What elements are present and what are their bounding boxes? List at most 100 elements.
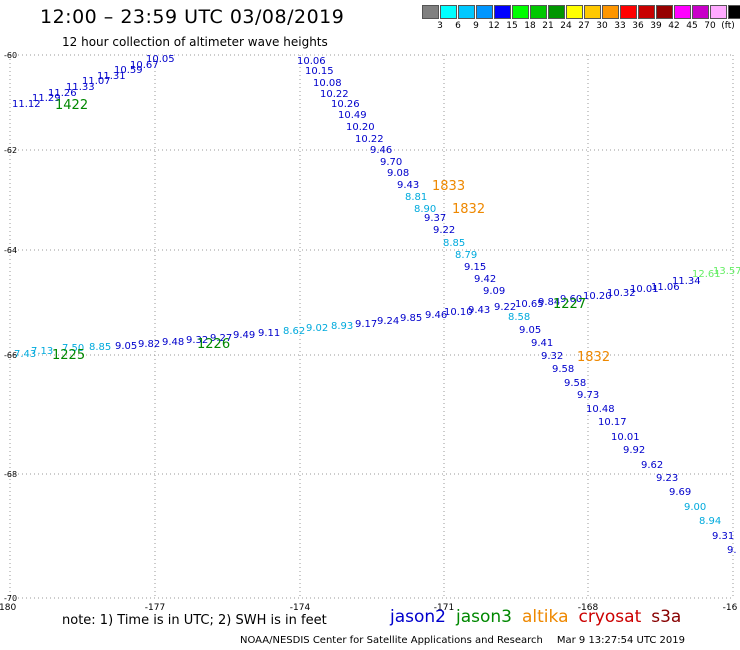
swh-value: 9.00	[684, 502, 706, 513]
color-scale-label: 3	[437, 21, 443, 31]
color-scale-label: (ft)	[721, 21, 735, 31]
pass-time-label: 1422	[55, 98, 88, 113]
color-scale-swatch	[584, 5, 601, 19]
lat-tick-label: -66	[4, 351, 17, 360]
swh-value: 11.33	[66, 82, 95, 93]
lat-tick-label: -68	[4, 470, 17, 479]
swh-value: 11.31	[97, 71, 126, 82]
color-scale-label: 18	[524, 21, 536, 31]
swh-value: 7.13	[31, 346, 53, 357]
lat-tick-label: -62	[4, 146, 17, 155]
color-scale-label: 36	[632, 21, 644, 31]
swh-value: 8.90	[414, 204, 436, 215]
color-scale-label: 39	[650, 21, 662, 31]
color-scale-label: 45	[686, 21, 698, 31]
swh-value: 9.62	[641, 460, 663, 471]
swh-value: 10.06	[297, 56, 326, 67]
swh-value: 9.92	[623, 445, 645, 456]
swh-value: 9.11	[258, 328, 280, 339]
swh-value: 8.85	[443, 238, 465, 249]
satellite-jason3: jason3	[456, 607, 512, 627]
swh-value: 10.20	[583, 291, 612, 302]
pass-time-label: 1225	[52, 348, 85, 363]
color-scale-label: 21	[542, 21, 554, 31]
color-scale-swatch	[494, 5, 511, 19]
swh-value: 10.20	[346, 122, 375, 133]
pass-time-label: 1226	[197, 337, 230, 352]
color-scale-bar	[422, 5, 740, 19]
swh-value: 10.17	[598, 417, 627, 428]
swh-value: 13.57	[713, 266, 740, 277]
swh-value: 7.43	[14, 349, 36, 360]
swh-value: 11.07	[82, 76, 111, 87]
swh-value: 9.43	[468, 305, 490, 316]
color-scale-label: 42	[668, 21, 680, 31]
swh-value: 9.17	[355, 319, 377, 330]
swh-value: 10.15	[305, 66, 334, 77]
lat-tick-label: -70	[4, 594, 17, 603]
satellite-legend: jason2 jason3 altika cryosat s3a	[390, 607, 691, 627]
color-scale-swatch	[512, 5, 529, 19]
swh-value: 9.60	[560, 294, 582, 305]
color-scale-swatch	[710, 5, 727, 19]
swh-value: 9.69	[669, 487, 691, 498]
satellite-cryosat: cryosat	[578, 607, 642, 627]
swh-value: 8.94	[699, 516, 721, 527]
swh-value: 10.22	[320, 89, 349, 100]
lon-tick-label: -174	[290, 603, 311, 613]
swh-value: 9.27	[210, 333, 232, 344]
swh-value: 10.48	[586, 404, 615, 415]
footer-note: note: 1) Time is in UTC; 2) SWH is in fe…	[62, 613, 327, 628]
swh-value: 9.31	[712, 531, 734, 542]
swh-value: 10.22	[355, 134, 384, 145]
swh-value: 8.79	[455, 250, 477, 261]
swh-value: 9.82	[138, 339, 160, 350]
swh-value: 9.15	[464, 262, 486, 273]
swh-value: 9.70	[380, 157, 402, 168]
satellite-altika: altika	[522, 607, 569, 627]
color-scale-label: 9	[473, 21, 479, 31]
color-scale-swatch	[476, 5, 493, 19]
pass-time-label: 1833	[432, 179, 465, 194]
swh-value: 11.34	[672, 276, 701, 287]
swh-value: 9.05	[115, 341, 137, 352]
swh-value: 8.81	[405, 192, 427, 203]
lat-tick-label: -64	[4, 246, 17, 255]
swh-value: 9.41	[531, 338, 553, 349]
swh-value: 9.08	[387, 168, 409, 179]
swh-value: 9.84	[538, 297, 560, 308]
swh-value: 10.08	[313, 78, 342, 89]
color-scale-swatch	[656, 5, 673, 19]
color-scale-swatch	[548, 5, 565, 19]
color-scale-swatch	[422, 5, 439, 19]
swh-value: 10.32	[607, 288, 636, 299]
color-scale-swatch	[530, 5, 547, 19]
swh-value: 8.85	[89, 342, 111, 353]
color-scale-swatch	[638, 5, 655, 19]
swh-value: 10.59	[114, 65, 143, 76]
pass-time-label: 1832	[577, 350, 610, 365]
page-title: 12:00 – 23:59 UTC 03/08/2019	[40, 6, 345, 28]
swh-value: 9.32	[541, 351, 563, 362]
swh-value: 9.37	[424, 213, 446, 224]
pass-time-label: 1832	[452, 202, 485, 217]
color-scale-swatch	[674, 5, 691, 19]
swh-value: 11.06	[651, 282, 680, 293]
credit-text: NOAA/NESDIS Center for Satellite Applica…	[240, 635, 543, 646]
color-scale-swatch	[440, 5, 457, 19]
swh-value: 9.09	[483, 286, 505, 297]
swh-value: 12.61	[692, 269, 721, 280]
swh-value: 9.	[727, 545, 737, 556]
swh-value: 10.49	[338, 110, 367, 121]
color-scale-swatch	[692, 5, 709, 19]
swh-value: 10.05	[146, 54, 175, 65]
color-scale-label: 12	[488, 21, 500, 31]
lon-tick-label: -180	[0, 603, 16, 613]
swh-value: 10.26	[331, 99, 360, 110]
pass-time-label: 1227	[553, 297, 586, 312]
lon-tick-label: -168	[578, 603, 599, 613]
lat-tick-label: -60	[4, 51, 17, 60]
swh-value: 9.23	[656, 473, 678, 484]
color-scale-label: 6	[455, 21, 461, 31]
